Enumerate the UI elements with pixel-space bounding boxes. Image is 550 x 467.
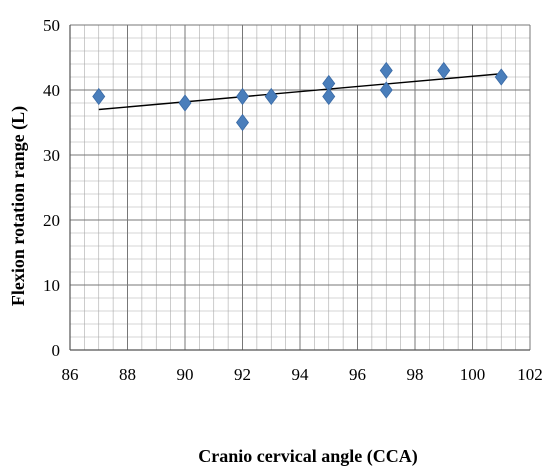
trendline-group <box>98 73 502 111</box>
x-tick-label: 86 <box>62 365 79 384</box>
y-tick-label: 20 <box>43 211 60 230</box>
y-tick-label: 50 <box>43 16 60 35</box>
x-tick-label: 98 <box>407 365 424 384</box>
y-tick-label: 30 <box>43 146 60 165</box>
y-tick-label: 10 <box>43 276 60 295</box>
x-tick-label: 94 <box>292 365 310 384</box>
data-point <box>322 87 336 106</box>
data-point <box>92 87 106 106</box>
chart-grid <box>69 24 531 351</box>
data-point <box>437 61 451 80</box>
chart-axes <box>69 25 530 351</box>
data-points <box>92 61 508 132</box>
y-tick-label: 0 <box>52 341 61 360</box>
x-tick-label: 96 <box>349 365 366 384</box>
x-tick-label: 90 <box>177 365 194 384</box>
x-tick-label: 92 <box>234 365 251 384</box>
data-point <box>236 113 249 132</box>
data-point <box>379 61 393 80</box>
y-tick-label: 40 <box>43 81 60 100</box>
data-point <box>494 68 508 86</box>
data-point <box>178 94 192 112</box>
x-tick-label: 102 <box>517 365 543 384</box>
trendline <box>98 73 502 111</box>
x-axis-label: Cranio cervical angle (CCA) <box>198 446 417 467</box>
data-point <box>264 87 278 106</box>
data-point <box>236 87 249 106</box>
x-tick-label: 88 <box>119 365 136 384</box>
x-tick-label: 100 <box>460 365 486 384</box>
data-point <box>379 81 393 99</box>
y-axis-label: Flexion rotation range (L) <box>8 106 29 306</box>
